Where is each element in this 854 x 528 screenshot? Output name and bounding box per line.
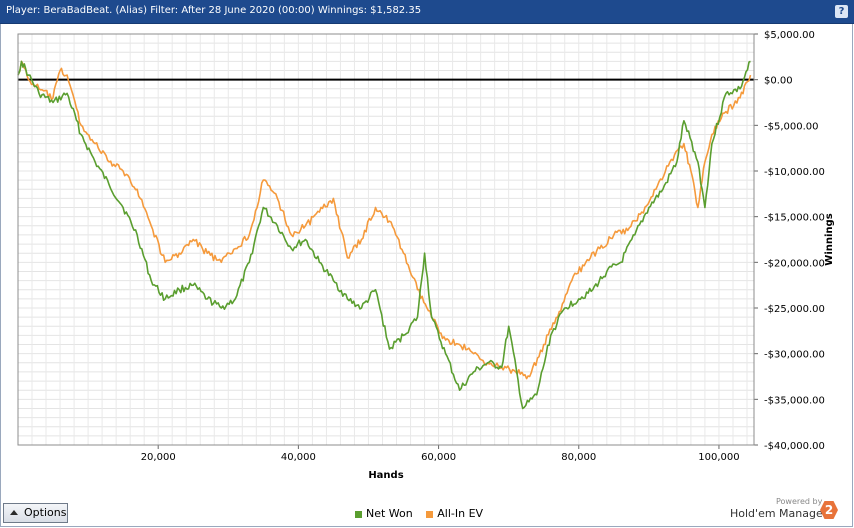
- window-titlebar: Player: BeraBadBeat. (Alias) Filter: Aft…: [0, 0, 854, 24]
- y-tick-label: -$25,000.00: [764, 304, 825, 315]
- y-tick-label: -$30,000.00: [764, 350, 825, 361]
- y-tick-label: $0.00: [764, 76, 793, 87]
- y-tick-label: -$35,000.00: [764, 395, 825, 406]
- expand-up-icon: [10, 510, 18, 515]
- x-tick-label: 20,000: [141, 452, 176, 463]
- chart-legend: Net Won All-In EV: [355, 507, 493, 520]
- x-axis-title: Hands: [368, 470, 403, 481]
- y-tick-label: -$20,000.00: [764, 258, 825, 269]
- y-tick-label: -$40,000.00: [764, 441, 825, 452]
- window-frame: [0, 24, 853, 527]
- legend-swatch-all-in-ev: [426, 510, 434, 518]
- x-tick-label: 80,000: [561, 452, 596, 463]
- options-label: Options: [24, 506, 67, 519]
- legend-label-net-won: Net Won: [366, 507, 413, 520]
- y-tick-label: -$10,000.00: [764, 167, 825, 178]
- y-axis-title: Winnings: [824, 213, 835, 265]
- options-button[interactable]: Options: [3, 503, 68, 523]
- legend-swatch-net-won: [355, 510, 362, 518]
- powered-by-text: Powered by: [776, 497, 823, 506]
- series-line-all-in-ev: [17, 60, 752, 380]
- y-tick-label: -$5,000.00: [764, 121, 819, 132]
- series-line-net-won: [17, 60, 751, 410]
- x-tick-label: 100,000: [698, 452, 739, 463]
- brand-name: Hold'em Manager: [730, 507, 828, 520]
- brand-logo-icon: 2: [820, 501, 838, 519]
- x-tick-label: 40,000: [281, 452, 316, 463]
- winnings-chart: 20,000 40,000 60,000 80,000 100,000 $5,000.0…: [17, 30, 835, 481]
- window-title: Player: BeraBadBeat. (Alias) Filter: Aft…: [6, 5, 422, 16]
- y-axis-ticks: $5,000.00 $0.00 -$5,000.00 -$10,000.00 -$15,…: [754, 30, 825, 452]
- x-axis-ticks: 20,000 40,000 60,000 80,000 100,000: [141, 445, 740, 463]
- plot-border: [17, 33, 755, 446]
- x-tick-label: 60,000: [421, 452, 456, 463]
- chart-series: [17, 60, 752, 410]
- legend-item-net-won[interactable]: Net Won: [355, 507, 413, 520]
- legend-label-all-in-ev: All-In EV: [437, 507, 484, 520]
- y-tick-label: -$15,000.00: [764, 213, 825, 224]
- help-button[interactable]: ?: [835, 5, 848, 18]
- y-tick-label: $5,000.00: [764, 30, 815, 41]
- legend-item-all-in-ev[interactable]: All-In EV: [426, 507, 483, 520]
- chart-grid: [18, 33, 754, 446]
